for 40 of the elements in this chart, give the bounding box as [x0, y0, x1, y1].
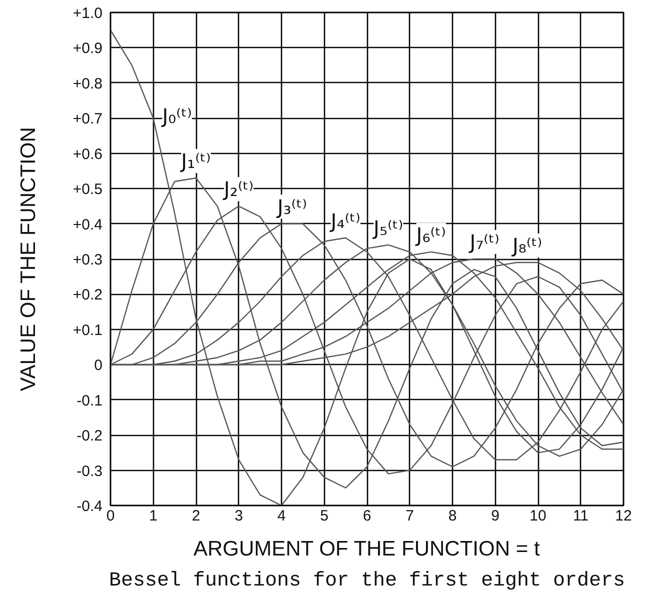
x-tick-label: 8 — [448, 508, 457, 524]
x-tick-label: 3 — [234, 508, 243, 524]
series-label: J₃⁽ᵗ⁾ — [275, 194, 308, 219]
text: Bessel functions for the first eight orders — [108, 570, 626, 592]
y-tick-label: +0.9 — [72, 40, 103, 58]
series-label: J₈⁽ᵗ⁾ — [510, 234, 542, 258]
x-tick-label: 11 — [572, 508, 589, 524]
series-label: J₆⁽ᵗ⁾ — [414, 222, 446, 247]
y-tick-label: -0.1 — [76, 392, 103, 410]
x-axis-title: ARGUMENT OF THE FUNCTION = t — [193, 538, 540, 560]
x-tick-label: 10 — [530, 508, 546, 524]
y-tick-label: +0.1 — [72, 322, 103, 339]
series-label: J₄⁽ᵗ⁾ — [328, 208, 360, 233]
y-tick-label: +0.2 — [72, 286, 103, 304]
x-tick-label: 6 — [362, 508, 372, 524]
y-tick-label: +0.4 — [72, 216, 103, 234]
y-tick-label: +0.3 — [72, 252, 103, 268]
series-label: J₁⁽ᵗ⁾ — [179, 149, 211, 174]
x-tick-label: 4 — [277, 508, 286, 524]
y-tick-label: -0.2 — [76, 428, 103, 445]
x-tick-label: 2 — [192, 508, 200, 524]
y-tick-label: 0 — [94, 357, 102, 374]
x-tick-label: 7 — [406, 508, 414, 524]
x-tick-label: 5 — [320, 508, 328, 524]
series-label: J₀⁽ᵗ⁾ — [160, 104, 192, 128]
x-tick-label: 9 — [491, 508, 500, 524]
series-label: J₇⁽ᵗ⁾ — [468, 230, 500, 254]
y-tick-label: +0.5 — [72, 181, 103, 198]
y-tick-label: +1.0 — [72, 5, 103, 22]
y-tick-label: +0.7 — [72, 110, 103, 128]
y-axis-title: VALUE OF THE FUNCTION — [16, 127, 40, 392]
x-tick-label: 1 — [149, 508, 158, 524]
x-tick-label: 12 — [615, 508, 632, 524]
y-tick-label: -0.3 — [76, 462, 103, 480]
x-tick-label: 0 — [106, 508, 115, 524]
series-label: J₅⁽ᵗ⁾ — [372, 216, 404, 240]
series-label: J₂⁽ᵗ⁾ — [222, 177, 254, 202]
y-tick-label: +0.6 — [72, 146, 103, 163]
y-tick-label: +0.8 — [72, 75, 103, 92]
y-tick-label: -0.4 — [76, 498, 103, 515]
